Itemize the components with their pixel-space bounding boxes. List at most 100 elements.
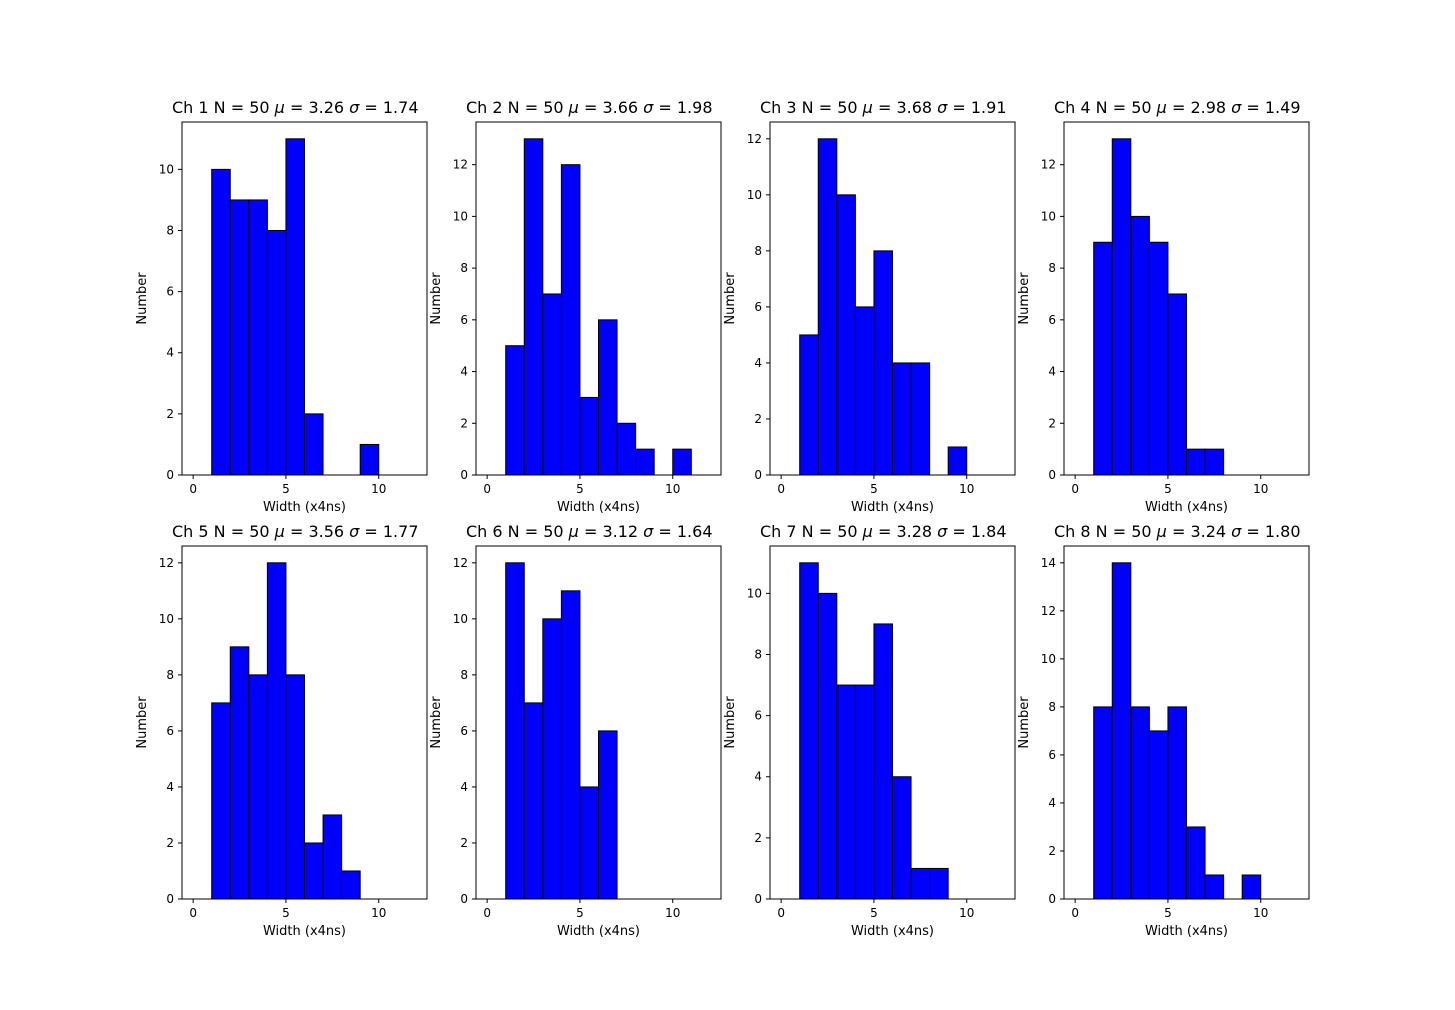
histogram-bar [836,684,856,900]
title-n: N = 50 [802,522,863,541]
title-mu-value: = 3.12 [579,522,643,541]
y-tick-label: 4 [1048,796,1056,810]
axes-frame [1063,121,1310,476]
y-tick-label: 8 [1048,700,1056,714]
title-sigma-value: = 1.84 [947,522,1006,541]
histogram-bar [523,138,544,476]
title-sigma-symbol: σ [643,98,654,117]
histogram-bar [836,194,856,476]
y-tick-label: 0 [460,892,468,906]
histogram-bar [854,306,875,476]
histogram-panel-ch5: 0 5 10 0 2 4 6 8 10 12 Width (x4ns) Number Ch 5 N = … [135,522,428,939]
title-mu-symbol: μ [862,522,873,541]
y-tick-label: 2 [166,407,174,421]
title-mu-symbol: μ [568,522,579,541]
axes-frame [475,545,722,900]
x-axis-label: Width (x4ns) [851,500,934,515]
x-axis-label: Width (x4ns) [851,924,934,939]
y-tick-label: 12 [747,132,762,146]
x-tick-label: 5 [870,482,878,496]
x-axis-label: Width (x4ns) [263,500,346,515]
histogram-bar [579,786,599,900]
title-sigma-symbol: σ [1231,98,1242,117]
panel-title: Ch 5 N = 50 μ = 3.56 σ = 1.77 [172,522,419,541]
y-tick-label: 12 [1041,158,1056,172]
y-tick-label: 4 [754,356,762,370]
histogram-bar [854,684,875,900]
y-tick-label: 6 [1048,748,1056,762]
title-n: N = 50 [508,98,569,117]
histogram-bar [947,446,968,476]
x-tick-label: 5 [282,482,290,496]
title-mu-symbol: μ [274,522,285,541]
histogram-bar [616,422,637,476]
histogram-bar [248,199,268,476]
x-tick-label: 5 [1164,482,1172,496]
y-tick-label: 4 [460,365,468,379]
title-sigma-value: = 1.74 [359,98,418,117]
histogram-bar [542,293,562,476]
histogram-bar [229,646,250,900]
y-tick-label: 4 [166,780,174,794]
histogram-bar [359,443,380,476]
y-tick-label: 0 [460,468,468,482]
histogram-bar [341,870,361,900]
histogram-bar [1093,241,1113,476]
x-tick-label: 5 [576,482,584,496]
y-tick-label: 14 [1041,556,1056,570]
panel-title: Ch 2 N = 50 μ = 3.66 σ = 1.98 [466,98,713,117]
y-tick-label: 6 [460,724,468,738]
y-tick-label: 8 [1048,261,1056,275]
y-tick-label: 4 [166,346,174,360]
histogram-bar [1130,215,1150,476]
title-sigma-symbol: σ [349,98,360,117]
histogram-bar [635,448,655,476]
title-mu-value: = 3.28 [873,522,937,541]
x-tick-label: 10 [665,906,680,920]
title-mu-symbol: μ [862,98,873,117]
histogram-bar [873,250,893,476]
histogram-bar [1204,874,1225,900]
title-channel: Ch 3 [760,98,802,117]
axes-frame [1063,545,1310,900]
y-tick-label: 10 [159,612,174,626]
y-tick-label: 4 [460,780,468,794]
y-axis-label: Number [429,272,444,325]
title-sigma-symbol: σ [937,98,948,117]
y-tick-label: 6 [754,300,762,314]
histogram-bar [560,164,581,476]
title-n: N = 50 [802,98,863,117]
x-tick-label: 0 [1071,906,1079,920]
histogram-bar [1093,706,1113,900]
histogram-bar [211,168,231,476]
x-tick-label: 10 [371,482,386,496]
x-tick-label: 5 [1164,906,1172,920]
histogram-bar [523,702,544,900]
histogram-bar [672,448,692,476]
x-tick-label: 5 [870,906,878,920]
y-tick-label: 10 [1041,209,1056,223]
y-tick-label: 2 [166,836,174,850]
histogram-bar [598,730,618,900]
histogram-bar [560,590,581,900]
histogram-bar [1111,138,1132,476]
y-axis-label: Number [723,272,738,325]
histogram-bar [1204,448,1225,476]
histogram-bar [542,618,562,900]
histogram-bar [229,199,250,476]
histogram-panel-ch6: 0 5 10 0 2 4 6 8 10 12 Width (x4ns) Number Ch 6 N = … [429,522,722,939]
title-mu-value: = 2.98 [1167,98,1231,117]
title-channel: Ch 6 [466,522,508,541]
y-tick-label: 8 [166,223,174,237]
y-tick-label: 10 [1041,652,1056,666]
y-tick-label: 6 [1048,313,1056,327]
histogram-bar [799,562,819,900]
y-tick-label: 4 [754,770,762,784]
axes-frame [475,121,722,476]
title-channel: Ch 7 [760,522,802,541]
y-axis-label: Number [429,696,444,749]
histogram-bar [892,776,912,900]
histogram-bar [505,562,525,900]
x-tick-label: 10 [665,482,680,496]
title-sigma-value: = 1.49 [1241,98,1300,117]
